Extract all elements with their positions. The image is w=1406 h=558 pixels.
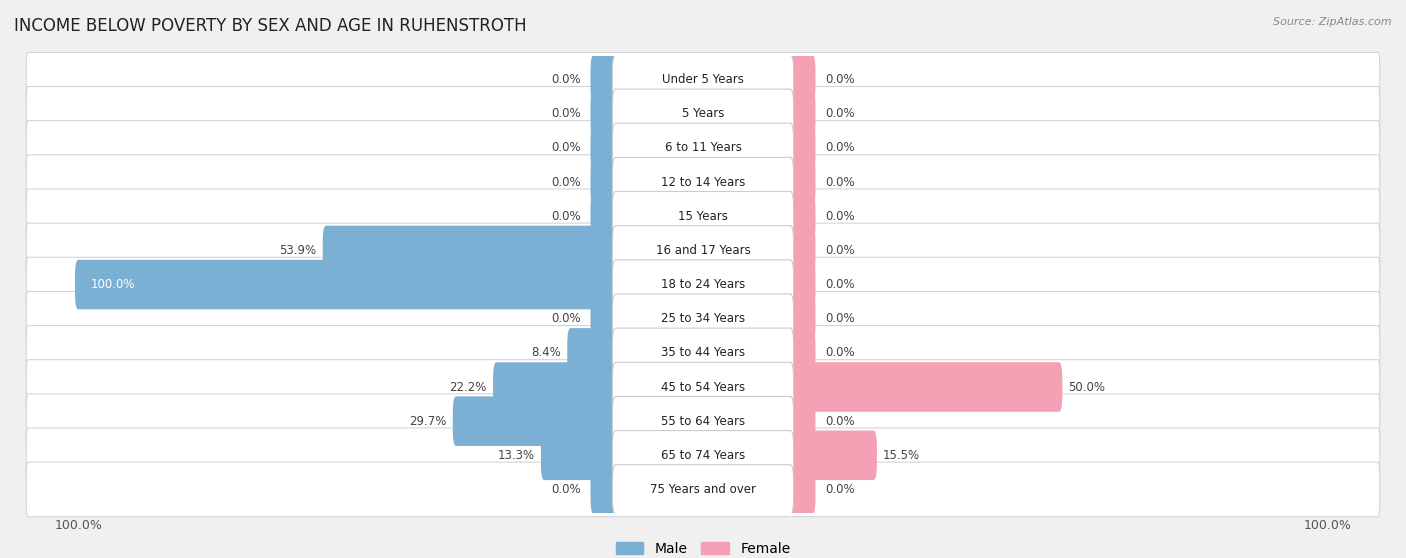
Text: 5 Years: 5 Years [682, 107, 724, 121]
FancyBboxPatch shape [591, 465, 619, 514]
Text: 0.0%: 0.0% [551, 312, 581, 325]
FancyBboxPatch shape [787, 260, 815, 309]
Text: 53.9%: 53.9% [280, 244, 316, 257]
FancyBboxPatch shape [787, 89, 815, 138]
FancyBboxPatch shape [613, 89, 793, 138]
FancyBboxPatch shape [787, 465, 815, 514]
FancyBboxPatch shape [27, 121, 1379, 175]
FancyBboxPatch shape [787, 431, 877, 480]
Text: Under 5 Years: Under 5 Years [662, 73, 744, 86]
Text: 75 Years and over: 75 Years and over [650, 483, 756, 496]
Text: 15 Years: 15 Years [678, 210, 728, 223]
FancyBboxPatch shape [567, 328, 619, 378]
Text: 0.0%: 0.0% [551, 107, 581, 121]
FancyBboxPatch shape [787, 294, 815, 344]
FancyBboxPatch shape [27, 462, 1379, 517]
Text: 0.0%: 0.0% [551, 210, 581, 223]
FancyBboxPatch shape [613, 431, 793, 480]
FancyBboxPatch shape [27, 223, 1379, 278]
FancyBboxPatch shape [613, 123, 793, 173]
FancyBboxPatch shape [75, 260, 619, 309]
FancyBboxPatch shape [27, 257, 1379, 312]
Text: 0.0%: 0.0% [825, 244, 855, 257]
FancyBboxPatch shape [787, 328, 815, 378]
Text: 0.0%: 0.0% [825, 347, 855, 359]
FancyBboxPatch shape [613, 362, 793, 412]
Text: 18 to 24 Years: 18 to 24 Years [661, 278, 745, 291]
Text: 0.0%: 0.0% [825, 278, 855, 291]
Text: 25 to 34 Years: 25 to 34 Years [661, 312, 745, 325]
FancyBboxPatch shape [787, 362, 1063, 412]
Legend: Male, Female: Male, Female [610, 536, 796, 558]
FancyBboxPatch shape [613, 55, 793, 104]
FancyBboxPatch shape [27, 86, 1379, 141]
FancyBboxPatch shape [613, 157, 793, 207]
FancyBboxPatch shape [27, 360, 1379, 415]
FancyBboxPatch shape [27, 189, 1379, 244]
FancyBboxPatch shape [787, 225, 815, 275]
FancyBboxPatch shape [453, 396, 619, 446]
Text: 0.0%: 0.0% [551, 73, 581, 86]
Text: 0.0%: 0.0% [825, 176, 855, 189]
Text: 45 to 54 Years: 45 to 54 Years [661, 381, 745, 393]
FancyBboxPatch shape [27, 155, 1379, 209]
FancyBboxPatch shape [787, 157, 815, 207]
FancyBboxPatch shape [591, 191, 619, 241]
Text: 0.0%: 0.0% [551, 142, 581, 155]
Text: 15.5%: 15.5% [883, 449, 921, 462]
Text: 8.4%: 8.4% [531, 347, 561, 359]
Text: 0.0%: 0.0% [825, 107, 855, 121]
Text: 29.7%: 29.7% [409, 415, 447, 427]
Text: 100.0%: 100.0% [90, 278, 135, 291]
Text: 0.0%: 0.0% [825, 312, 855, 325]
FancyBboxPatch shape [613, 294, 793, 344]
Text: 0.0%: 0.0% [551, 483, 581, 496]
Text: 12 to 14 Years: 12 to 14 Years [661, 176, 745, 189]
FancyBboxPatch shape [591, 157, 619, 207]
Text: 0.0%: 0.0% [825, 73, 855, 86]
FancyBboxPatch shape [613, 225, 793, 275]
FancyBboxPatch shape [613, 396, 793, 446]
FancyBboxPatch shape [613, 328, 793, 378]
Text: 0.0%: 0.0% [825, 142, 855, 155]
FancyBboxPatch shape [787, 191, 815, 241]
FancyBboxPatch shape [27, 291, 1379, 346]
FancyBboxPatch shape [591, 55, 619, 104]
FancyBboxPatch shape [591, 294, 619, 344]
FancyBboxPatch shape [787, 123, 815, 173]
FancyBboxPatch shape [613, 191, 793, 241]
FancyBboxPatch shape [541, 431, 619, 480]
Text: 0.0%: 0.0% [825, 483, 855, 496]
Text: 16 and 17 Years: 16 and 17 Years [655, 244, 751, 257]
FancyBboxPatch shape [787, 55, 815, 104]
Text: 65 to 74 Years: 65 to 74 Years [661, 449, 745, 462]
Text: 13.3%: 13.3% [498, 449, 534, 462]
Text: Source: ZipAtlas.com: Source: ZipAtlas.com [1274, 17, 1392, 27]
FancyBboxPatch shape [27, 52, 1379, 107]
Text: 0.0%: 0.0% [825, 210, 855, 223]
Text: 35 to 44 Years: 35 to 44 Years [661, 347, 745, 359]
FancyBboxPatch shape [613, 260, 793, 309]
FancyBboxPatch shape [27, 325, 1379, 380]
FancyBboxPatch shape [591, 89, 619, 138]
FancyBboxPatch shape [27, 394, 1379, 449]
FancyBboxPatch shape [323, 225, 619, 275]
FancyBboxPatch shape [613, 465, 793, 514]
Text: INCOME BELOW POVERTY BY SEX AND AGE IN RUHENSTROTH: INCOME BELOW POVERTY BY SEX AND AGE IN R… [14, 17, 527, 35]
Text: 50.0%: 50.0% [1069, 381, 1105, 393]
Text: 6 to 11 Years: 6 to 11 Years [665, 142, 741, 155]
Text: 55 to 64 Years: 55 to 64 Years [661, 415, 745, 427]
Text: 22.2%: 22.2% [450, 381, 486, 393]
Text: 0.0%: 0.0% [551, 176, 581, 189]
FancyBboxPatch shape [787, 396, 815, 446]
FancyBboxPatch shape [591, 123, 619, 173]
Text: 0.0%: 0.0% [825, 415, 855, 427]
FancyBboxPatch shape [494, 362, 619, 412]
FancyBboxPatch shape [27, 428, 1379, 483]
